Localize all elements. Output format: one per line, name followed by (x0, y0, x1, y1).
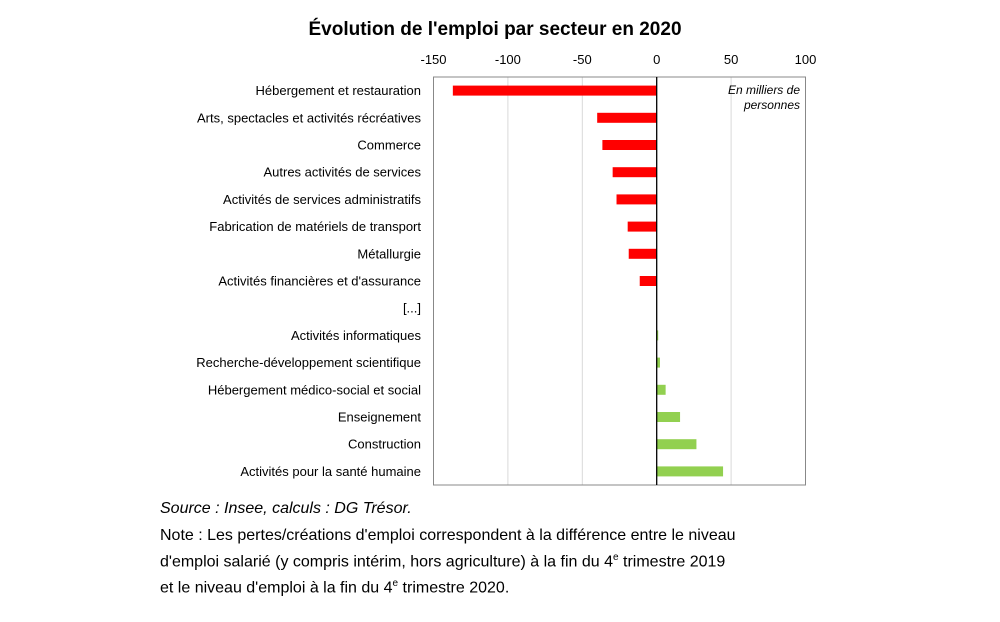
bar (656, 466, 724, 477)
bar (602, 140, 657, 150)
x-tick-label: 100 (795, 52, 817, 67)
unit-label: personnes (743, 98, 800, 112)
category-label: Arts, spectacles et activités récréative… (197, 110, 421, 125)
bar (627, 221, 657, 232)
category-label: Métallurgie (357, 246, 421, 261)
category-label: Hébergement médico-social et social (208, 382, 421, 397)
category-label: Construction (348, 437, 421, 452)
x-tick-label: -150 (420, 52, 446, 67)
category-label: Activités financières et d'assurance (218, 274, 421, 289)
category-label: Activités pour la santé humaine (240, 464, 421, 479)
bar (656, 357, 660, 368)
bar (656, 439, 697, 450)
x-tick-label: 50 (724, 52, 738, 67)
x-tick-label: -50 (573, 52, 592, 67)
bar (656, 384, 666, 395)
bar (656, 412, 681, 422)
note-line-2: d'emploi salarié (y compris intérim, hor… (160, 552, 726, 571)
bar (616, 194, 657, 205)
bar (612, 167, 657, 178)
category-label: Hébergement et restauration (256, 83, 421, 98)
bar (597, 112, 657, 123)
category-label: Activités informatiques (291, 328, 422, 343)
category-label: Commerce (357, 138, 421, 153)
category-label: Recherche-développement scientifique (196, 355, 421, 370)
category-label: Fabrication de matériels de transport (209, 219, 421, 234)
bar (656, 330, 659, 341)
category-label: Autres activités de services (263, 165, 421, 180)
unit-label: En milliers de (728, 83, 800, 97)
category-label: Enseignement (338, 410, 421, 425)
category-label: [...] (403, 301, 421, 316)
bar (639, 276, 657, 286)
plot-frame (433, 76, 806, 486)
note-text: Note : Les pertes/créations d'emploi cor… (160, 525, 860, 600)
bar (452, 85, 657, 96)
chart-title: Évolution de l'emploi par secteur en 202… (308, 19, 682, 40)
x-tick-label: 0 (653, 52, 660, 67)
bar (628, 248, 657, 259)
category-label: Activités de services administratifs (223, 192, 421, 207)
source-text: Source : Insee, calculs : DG Trésor. (160, 500, 412, 517)
note-line-3: et le niveau d'emploi à la fin du 4e tri… (160, 578, 510, 597)
note-line-1: Note : Les pertes/créations d'emploi cor… (160, 527, 736, 544)
x-tick-label: -100 (495, 52, 521, 67)
